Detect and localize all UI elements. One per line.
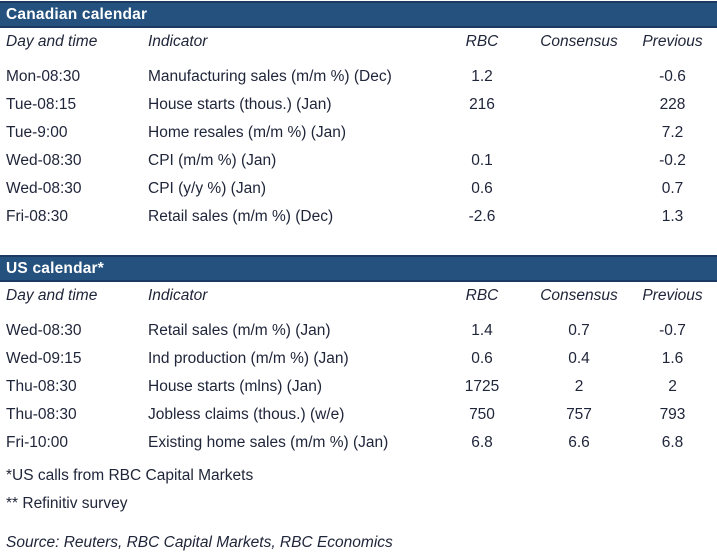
cell-consensus [530,91,628,119]
source-line: Source: Reuters, RBC Capital Markets, RB… [6,534,393,551]
cell-rbc: 1.4 [471,322,493,339]
cell-day: Fri-10:00 [6,434,69,451]
table-row: Mon-08:30 Manufacturing sales (m/m %) (D… [0,63,717,91]
column-header-indicator: Indicator [148,33,208,50]
cell-day: Wed-08:30 [6,180,82,197]
cell-previous: -0.6 [659,68,686,85]
canadian-column-header-row: Day and time Indicator RBC Consensus Pre… [0,28,717,56]
cell-rbc: 1.2 [471,68,493,85]
cell-indicator: CPI (m/m %) (Jan) [148,152,277,169]
cell-consensus: 6.6 [568,434,590,451]
cell-indicator: Retail sales (m/m %) (Jan) [148,322,331,339]
cell-day: Thu-08:30 [6,406,77,423]
cell-consensus [530,175,628,203]
cell-previous: 2 [668,378,677,395]
us-calendar-header-bar: US calendar* [0,255,717,282]
spacer [0,56,717,63]
cell-previous: 1.3 [661,208,684,225]
cell-previous: 0.7 [661,180,684,197]
cell-rbc: 6.8 [471,434,493,451]
cell-day: Tue-08:15 [6,96,77,113]
cell-consensus: 757 [566,406,592,423]
cell-previous: 228 [659,96,686,113]
cell-consensus: 0.7 [568,322,590,339]
table-row: Tue-9:00 Home resales (m/m %) (Jan) 7.2 [0,119,717,147]
table-row: Wed-08:30 Retail sales (m/m %) (Jan) 1.4… [0,317,717,345]
column-header-day-time: Day and time [6,287,98,304]
cell-rbc: 0.6 [471,350,493,367]
column-header-previous: Previous [642,287,703,304]
column-header-indicator: Indicator [148,287,208,304]
canadian-calendar-section: Canadian calendar Day and time Indicator… [0,1,717,231]
cell-indicator: Ind production (m/m %) (Jan) [148,350,349,367]
table-row: Wed-08:30 CPI (m/m %) (Jan) 0.1 -0.2 [0,147,717,175]
cell-indicator: Retail sales (m/m %) (Dec) [148,208,334,225]
cell-rbc: 1725 [464,378,500,395]
cell-previous: 1.6 [661,350,684,367]
footnotes: *US calls from RBC Capital Markets ** Re… [0,462,717,556]
spacer [0,310,717,317]
cell-previous: 6.8 [661,434,684,451]
cell-indicator: Home resales (m/m %) (Jan) [148,124,347,141]
cell-consensus: 2 [574,378,584,395]
cell-day: Wed-09:15 [6,350,82,367]
canadian-calendar-title: Canadian calendar [6,5,148,23]
cell-day: Wed-08:30 [6,322,82,339]
cell-rbc [434,119,530,147]
canadian-calendar-header-bar: Canadian calendar [0,1,717,28]
table-row: Thu-08:30 House starts (mlns) (Jan) 1725… [0,373,717,401]
us-calendar-title: US calendar* [6,259,105,277]
cell-previous: -0.2 [659,152,686,169]
cell-previous: 7.2 [661,124,684,141]
cell-consensus: 0.4 [568,350,590,367]
column-header-consensus: Consensus [540,287,618,304]
table-row: Fri-08:30 Retail sales (m/m %) (Dec) -2.… [0,203,717,231]
cell-previous: 793 [659,406,686,423]
cell-rbc: -2.6 [468,208,496,225]
cell-indicator: House starts (thous.) (Jan) [148,96,332,113]
cell-day: Thu-08:30 [6,378,77,395]
cell-consensus [530,203,628,231]
column-header-rbc: RBC [465,287,499,304]
table-row: Thu-08:30 Jobless claims (thous.) (w/e) … [0,401,717,429]
cell-indicator: Existing home sales (m/m %) (Jan) [148,434,389,451]
cell-consensus [530,147,628,175]
us-column-header-row: Day and time Indicator RBC Consensus Pre… [0,282,717,310]
cell-rbc: 0.6 [471,180,493,197]
table-row: Fri-10:00 Existing home sales (m/m %) (J… [0,429,717,457]
cell-indicator: Jobless claims (thous.) (w/e) [148,406,345,423]
column-header-previous: Previous [642,33,703,50]
cell-day: Tue-9:00 [6,124,68,141]
cell-consensus [530,63,628,91]
column-header-rbc: RBC [465,33,499,50]
us-calendar-section: US calendar* Day and time Indicator RBC … [0,255,717,457]
cell-indicator: CPI (y/y %) (Jan) [148,180,266,197]
cell-rbc: 750 [469,406,495,423]
footnote-refinitiv: ** Refinitiv survey [6,495,128,512]
cell-day: Fri-08:30 [6,208,69,225]
column-header-consensus: Consensus [540,33,618,50]
cell-previous: -0.7 [659,322,686,339]
cell-day: Mon-08:30 [6,68,81,85]
cell-rbc: 216 [469,96,495,113]
cell-rbc: 0.1 [471,152,493,169]
cell-day: Wed-08:30 [6,152,82,169]
cell-indicator: Manufacturing sales (m/m %) (Dec) [148,68,392,85]
cell-consensus [530,119,628,147]
table-row: Tue-08:15 House starts (thous.) (Jan) 21… [0,91,717,119]
footnote-us-calls: *US calls from RBC Capital Markets [6,467,254,484]
table-row: Wed-08:30 CPI (y/y %) (Jan) 0.6 0.7 [0,175,717,203]
cell-indicator: House starts (mlns) (Jan) [148,378,322,395]
table-row: Wed-09:15 Ind production (m/m %) (Jan) 0… [0,345,717,373]
column-header-day-time: Day and time [6,33,98,50]
